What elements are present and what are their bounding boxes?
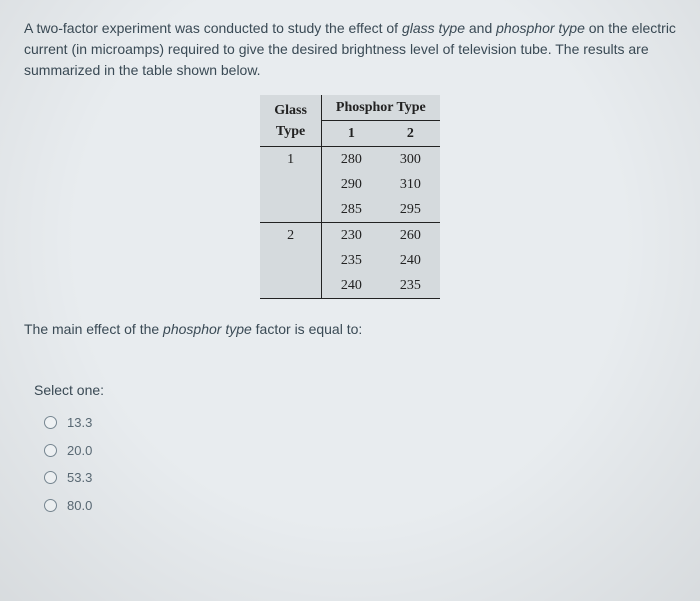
table-row: 2 230 260 [260,223,440,249]
option-label: 80.0 [67,496,92,516]
table-row: 240 235 [260,273,440,299]
glass-header: Glass [274,103,307,118]
phosphor-header: Phosphor Type [321,95,439,121]
cell-p2: 300 [381,147,440,173]
cell-glass [260,273,321,299]
cell-p2: 240 [381,248,440,273]
cell-p2: 260 [381,223,440,249]
cell-p1: 290 [321,172,380,197]
answer-prompt: The main effect of the phosphor type fac… [24,319,676,340]
table-row: 290 310 [260,172,440,197]
option-label: 13.3 [67,413,92,433]
data-table: Glass Type Phosphor Type 1 2 1 280 300 2… [260,95,440,299]
cell-p2: 295 [381,197,440,223]
cell-p2: 310 [381,172,440,197]
table-row: 1 280 300 [260,147,440,173]
question-stem: A two-factor experiment was conducted to… [24,18,676,81]
phos-col-2: 2 [381,121,440,147]
radio-icon[interactable] [44,499,57,512]
stem-em2: phosphor type [496,20,585,36]
option-label: 53.3 [67,468,92,488]
option-a[interactable]: 13.3 [44,409,676,437]
cell-glass: 1 [260,147,321,173]
radio-icon[interactable] [44,444,57,457]
option-d[interactable]: 80.0 [44,492,676,520]
option-b[interactable]: 20.0 [44,437,676,465]
select-one-label: Select one: [34,380,676,401]
prompt-em: phosphor type [163,321,252,337]
cell-p1: 285 [321,197,380,223]
prompt-pre: The main effect of the [24,321,163,337]
radio-icon[interactable] [44,416,57,429]
type-header: Type [276,124,305,139]
cell-p1: 235 [321,248,380,273]
cell-glass: 2 [260,223,321,249]
stem-part1: A two-factor experiment was conducted to… [24,20,402,36]
question-page: A two-factor experiment was conducted to… [0,0,700,539]
cell-p1: 230 [321,223,380,249]
options-group: 13.3 20.0 53.3 80.0 [44,409,676,519]
stem-mid: and [465,20,496,36]
cell-glass [260,197,321,223]
cell-glass [260,248,321,273]
cell-p1: 280 [321,147,380,173]
table-row: 235 240 [260,248,440,273]
cell-p1: 240 [321,273,380,299]
radio-icon[interactable] [44,471,57,484]
phos-col-1: 1 [321,121,380,147]
prompt-post: factor is equal to: [252,321,363,337]
stem-em1: glass type [402,20,465,36]
cell-p2: 235 [381,273,440,299]
cell-glass [260,172,321,197]
option-c[interactable]: 53.3 [44,464,676,492]
table-row: 285 295 [260,197,440,223]
option-label: 20.0 [67,441,92,461]
